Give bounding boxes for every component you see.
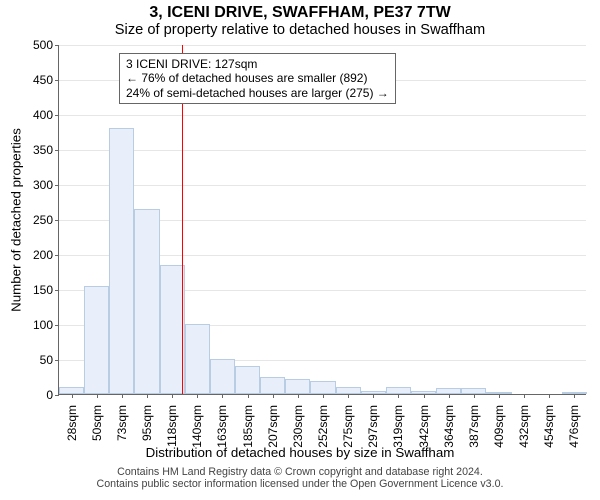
x-tick-mark	[122, 394, 123, 398]
y-tick-label: 400	[33, 108, 53, 122]
x-tick-label: 207sqm	[266, 405, 280, 448]
x-tick-mark	[398, 394, 399, 398]
copyright-text: Contains HM Land Registry data © Crown c…	[0, 466, 600, 491]
x-tick-label: 230sqm	[291, 405, 305, 448]
x-tick-label: 140sqm	[190, 405, 204, 448]
x-tick-mark	[524, 394, 525, 398]
plot-area: 05010015020025030035040045050028sqm50sqm…	[58, 45, 586, 395]
x-tick-label: 73sqm	[115, 405, 129, 441]
x-tick-mark	[222, 394, 223, 398]
histogram-bar	[260, 377, 285, 395]
x-tick-mark	[499, 394, 500, 398]
chart-title: 3, ICENI DRIVE, SWAFFHAM, PE37 7TW	[0, 4, 600, 22]
histogram-bar	[134, 209, 159, 395]
x-tick-mark	[273, 394, 274, 398]
x-tick-mark	[197, 394, 198, 398]
annotation-line: 24% of semi-detached houses are larger (…	[126, 86, 389, 100]
y-tick-label: 100	[33, 318, 53, 332]
x-tick-label: 409sqm	[492, 405, 506, 448]
x-tick-mark	[474, 394, 475, 398]
x-tick-mark	[72, 394, 73, 398]
x-tick-label: 387sqm	[467, 405, 481, 448]
x-tick-mark	[549, 394, 550, 398]
y-tick-label: 200	[33, 248, 53, 262]
histogram-bar	[210, 359, 235, 394]
x-tick-mark	[348, 394, 349, 398]
histogram-bar	[84, 286, 109, 395]
histogram-bar	[235, 366, 260, 394]
histogram-bar	[59, 387, 84, 394]
x-tick-label: 185sqm	[241, 405, 255, 448]
y-tick-mark	[55, 395, 59, 396]
histogram-bar	[336, 387, 361, 394]
x-tick-label: 50sqm	[90, 405, 104, 441]
y-tick-label: 450	[33, 73, 53, 87]
x-tick-label: 454sqm	[542, 405, 556, 448]
y-tick-mark	[55, 360, 59, 361]
y-tick-label: 500	[33, 38, 53, 52]
y-tick-mark	[55, 150, 59, 151]
copyright-line1: Contains HM Land Registry data © Crown c…	[0, 466, 600, 478]
x-tick-label: 28sqm	[65, 405, 79, 441]
y-tick-mark	[55, 185, 59, 186]
annotation-line: 3 ICENI DRIVE: 127sqm	[126, 57, 389, 71]
histogram-bar	[185, 324, 210, 394]
x-tick-mark	[373, 394, 374, 398]
y-tick-label: 0	[46, 388, 53, 402]
y-tick-mark	[55, 45, 59, 46]
x-tick-mark	[172, 394, 173, 398]
y-tick-label: 50	[40, 353, 53, 367]
x-tick-mark	[147, 394, 148, 398]
x-tick-label: 275sqm	[341, 405, 355, 448]
x-tick-mark	[323, 394, 324, 398]
y-tick-label: 350	[33, 143, 53, 157]
x-tick-label: 476sqm	[567, 405, 581, 448]
x-tick-mark	[449, 394, 450, 398]
y-tick-mark	[55, 325, 59, 326]
chart-root: 3, ICENI DRIVE, SWAFFHAM, PE37 7TW Size …	[0, 0, 600, 500]
x-tick-label: 364sqm	[442, 405, 456, 448]
x-tick-label: 342sqm	[417, 405, 431, 448]
gridline	[59, 150, 586, 151]
x-tick-label: 297sqm	[366, 405, 380, 448]
gridline	[59, 45, 586, 46]
y-axis-label: Number of detached properties	[9, 128, 24, 312]
y-tick-mark	[55, 115, 59, 116]
y-tick-label: 300	[33, 178, 53, 192]
histogram-bar	[109, 128, 134, 394]
annotation-line: ← 76% of detached houses are smaller (89…	[126, 71, 389, 85]
x-axis-label: Distribution of detached houses by size …	[0, 445, 600, 460]
annotation-box: 3 ICENI DRIVE: 127sqm← 76% of detached h…	[119, 53, 396, 104]
x-tick-label: 163sqm	[215, 405, 229, 448]
x-tick-mark	[248, 394, 249, 398]
x-tick-label: 95sqm	[140, 405, 154, 441]
y-tick-mark	[55, 255, 59, 256]
x-tick-label: 118sqm	[165, 405, 179, 447]
x-tick-mark	[97, 394, 98, 398]
histogram-bar	[386, 387, 411, 394]
copyright-line2: Contains public sector information licen…	[0, 478, 600, 490]
x-tick-mark	[298, 394, 299, 398]
y-tick-label: 150	[33, 283, 53, 297]
gridline	[59, 185, 586, 186]
x-tick-label: 252sqm	[316, 405, 330, 448]
y-tick-mark	[55, 220, 59, 221]
y-tick-mark	[55, 80, 59, 81]
x-tick-mark	[574, 394, 575, 398]
chart-subtitle: Size of property relative to detached ho…	[0, 22, 600, 38]
gridline	[59, 115, 586, 116]
x-tick-mark	[424, 394, 425, 398]
x-tick-label: 432sqm	[517, 405, 531, 448]
histogram-bar	[285, 379, 310, 394]
histogram-bar	[310, 381, 335, 394]
y-tick-mark	[55, 290, 59, 291]
y-tick-label: 250	[33, 213, 53, 227]
histogram-bar	[160, 265, 185, 395]
x-tick-label: 319sqm	[391, 405, 405, 448]
